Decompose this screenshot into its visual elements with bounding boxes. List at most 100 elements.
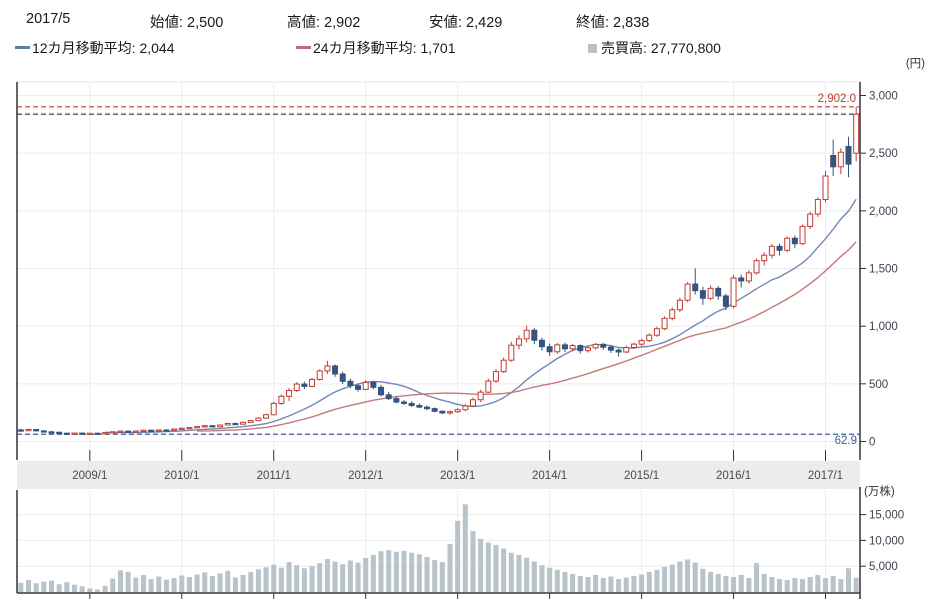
candle-up [102,432,109,435]
candle-down [355,385,362,390]
close-label: 終値: [576,15,610,31]
candle-up [569,345,576,350]
high-annotation: 2,902.0 [818,93,856,105]
volume-tick-label: 5,000 [869,561,898,573]
volume-bar [600,578,606,592]
low-label: 安値: [429,15,463,31]
low-field: 安値: 2,429 [429,11,502,32]
candle-down [347,380,354,387]
volume-bar [133,577,139,592]
volume-bar [677,561,683,592]
volume-bar [554,569,560,592]
volume-bar [217,573,223,592]
volume-bar [163,579,169,592]
candle-up [25,429,32,432]
volume-bar [830,576,836,592]
volume-bar [148,579,154,592]
volume-bar [815,574,821,592]
volume-bar [309,566,315,592]
candle-up [707,287,714,299]
volume-bar [278,567,284,592]
volume-label: 売買高: [601,40,647,56]
volume-bar [64,582,70,592]
price-tick-label: 0 [869,437,875,449]
volume-bar [416,554,422,592]
candle-down [17,429,24,432]
volume-bar [186,577,192,592]
volume-bar [294,565,300,592]
volume-bar [393,551,399,592]
volume-tick-label: 15,000 [869,510,904,522]
candle-up [753,260,760,274]
volume-bar [631,576,637,592]
volume-bar [447,544,453,592]
volume-square-marker-icon [588,44,597,53]
candle-up [669,309,676,319]
volume-bar [570,573,576,592]
candle-down [209,425,216,428]
candle-down [607,346,614,351]
candle-up [462,405,469,411]
volume-bar [255,569,261,592]
candle-down [94,432,101,435]
volume-bar [708,571,714,592]
price-tick-label: 1,500 [869,264,898,276]
volume-bar [846,568,852,592]
volume-bar [409,552,415,592]
candle-down [163,429,170,432]
volume-bar [623,577,629,592]
candle-up [217,424,224,428]
candle-down [148,429,155,432]
candle-down [615,349,622,353]
legend-volume: 売買高: 27,770,800 [588,38,721,58]
volume-bar [156,576,162,592]
candle-down [538,339,545,348]
volume-bar [777,579,783,592]
volume-bar [662,566,668,592]
volume-bar [432,560,438,592]
candle-down [79,432,86,435]
volume-bar [800,579,806,592]
year-tick-label: 2016/1 [716,470,751,482]
candle-down [439,410,446,414]
candle-up [446,411,453,414]
header-ohlc-row: 2017/5 始値: 2,500 高値: 2,902 安値: 2,429 終値: 2,8… [0,11,931,31]
year-tick-label: 2012/1 [348,470,383,482]
volume-bar [232,577,238,592]
high-field: 高値: 2,902 [287,11,360,32]
candle-up [784,237,791,251]
volume-bar [117,570,123,592]
volume-bar [263,567,269,592]
volume-bar [125,571,131,592]
candle-down [332,365,339,375]
candle-down [125,430,132,433]
volume-bar [286,562,292,592]
candle-up [132,430,139,433]
volume-bar [608,576,614,592]
candle-up [592,343,599,349]
candle-down [738,277,745,282]
volume-bar [240,574,246,592]
candle-up [270,402,277,416]
candle-up [186,427,193,430]
volume-bar [807,577,813,592]
candle-up [761,254,768,262]
candle-down [577,345,584,352]
candle-down [401,401,408,404]
candle-down [232,423,239,426]
ma24-value: 1,701 [420,40,456,56]
volume-bar [539,565,545,592]
volume-bar [685,559,691,592]
volume-bar [585,577,591,592]
candle-up [799,225,806,245]
volume-bar [754,563,760,592]
volume-bar [746,578,752,592]
candle-down [722,295,729,307]
volume-bar [731,577,737,592]
volume-bar [48,580,54,592]
candle-down [830,154,837,168]
volume-bar [455,520,461,592]
candle-down [378,386,385,396]
candle-up [362,381,369,390]
price-tick-label: 1,000 [869,321,898,333]
